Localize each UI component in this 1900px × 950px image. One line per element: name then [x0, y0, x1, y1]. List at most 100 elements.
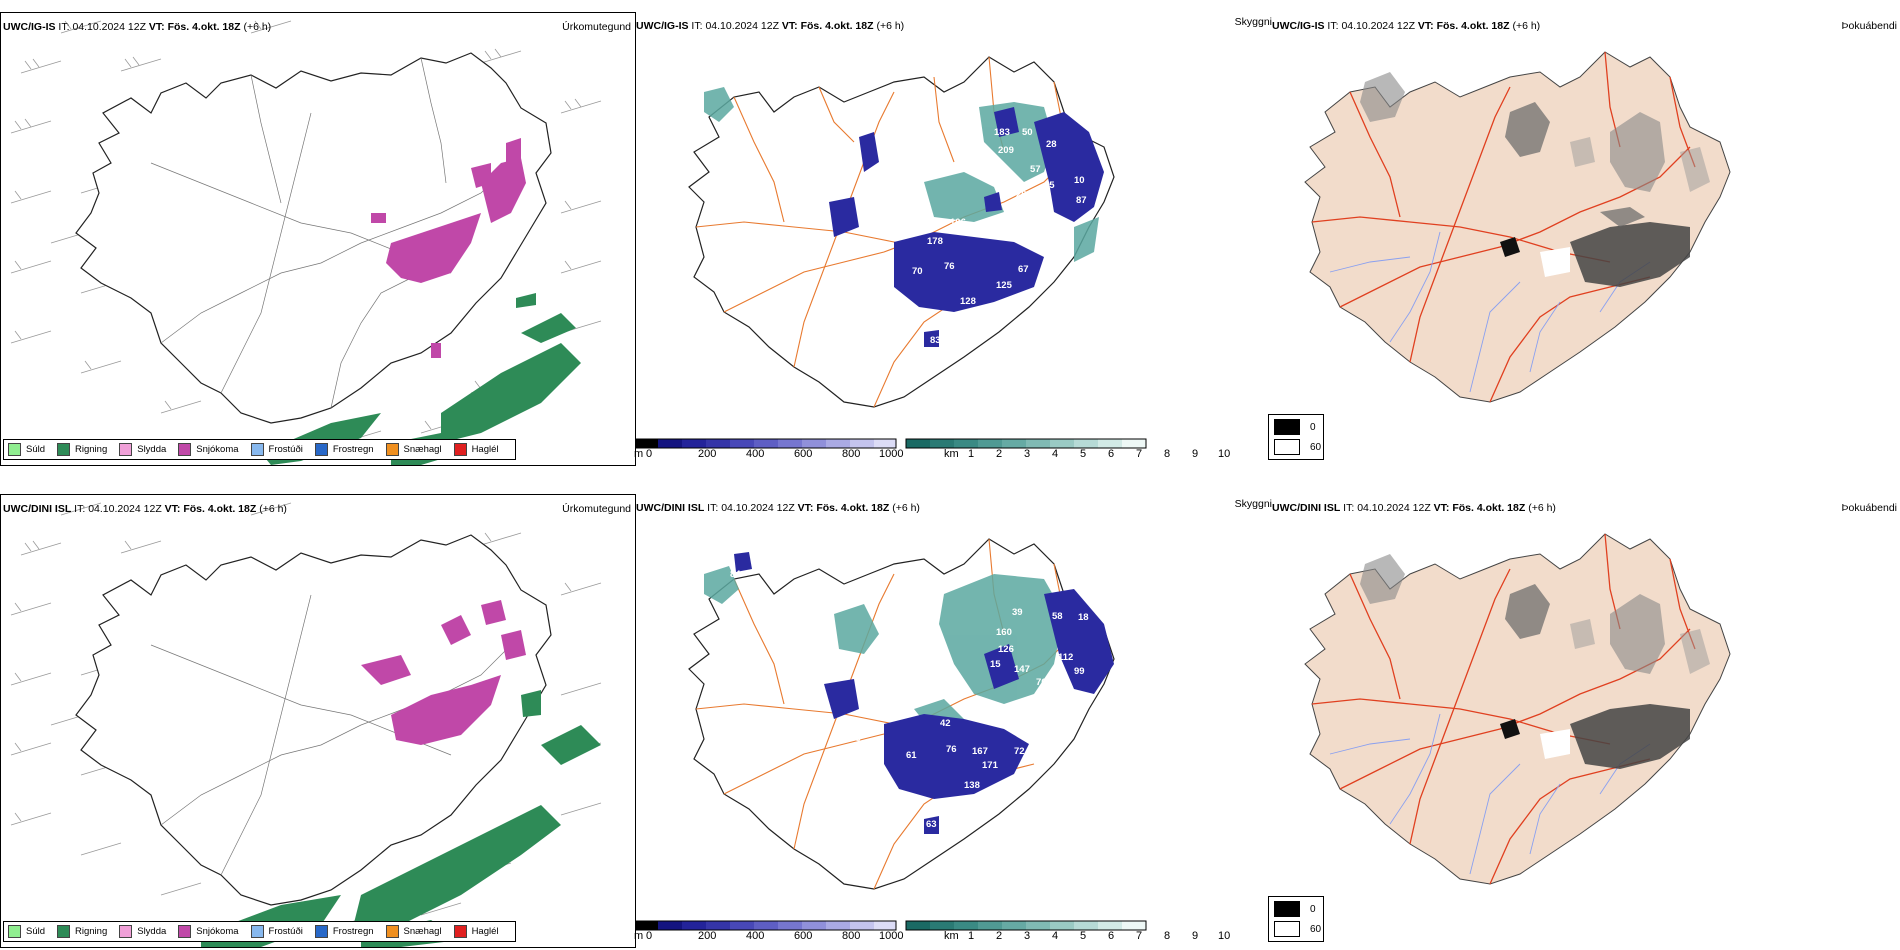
- model-name: UWC/IG-IS: [636, 20, 689, 32]
- lead-time: (+6 h): [259, 503, 287, 515]
- vis-label: 25: [896, 179, 907, 190]
- km-tick: 3: [1024, 930, 1031, 942]
- vis-label: 112: [1058, 652, 1074, 663]
- valid-time: Fös. 4.okt. 18Z: [167, 21, 241, 33]
- km-tick: 2: [996, 448, 1003, 460]
- run-label: IT:: [691, 20, 703, 32]
- model-name: UWC/IG-IS: [1272, 20, 1325, 32]
- visibility-map-2[interactable]: UWC/DINI ISL IT: 04.10.2024 12Z VT: Fös.…: [634, 494, 1274, 946]
- precip-type-map-2[interactable]: UWC/DINI ISL IT: 04.10.2024 12Z VT: Fös.…: [0, 494, 636, 948]
- km-tick: 9: [1192, 448, 1199, 460]
- height-tick: 200: [698, 930, 717, 942]
- height-tick: 0: [646, 448, 653, 460]
- vis-label: 132: [1092, 594, 1108, 605]
- panel-title-fog: Þokuábendi: [1841, 20, 1897, 32]
- valid-label: VT:: [164, 503, 181, 515]
- vis-label: 57: [1030, 164, 1041, 175]
- vis-label: 147: [1014, 664, 1030, 675]
- valid-label: VT:: [781, 20, 798, 32]
- run-time: 04.10.2024 12Z: [1357, 502, 1431, 514]
- height-tick: 0: [646, 930, 653, 942]
- lead-time: (+6 h): [892, 502, 920, 514]
- legend-swatch: [57, 443, 71, 456]
- cloud-legend-swatch: [1274, 901, 1300, 917]
- cloud-cover-legend: 0 60: [1268, 896, 1324, 942]
- colorbar-ticks: m 0 200 400 600 800 1000 km 1 2 3 4 5 6 …: [634, 448, 1274, 462]
- precip-map-drawing: [10, 20, 602, 465]
- panel-header: UWC/IG-IS IT: 04.10.2024 12Z VT: Fös. 4.…: [636, 20, 904, 32]
- vis-label: 39: [1012, 607, 1023, 618]
- legend-swatch: [385, 443, 399, 456]
- panel-header: UWC/DINI ISL IT: 04.10.2024 12Z VT: Fös.…: [1272, 502, 1556, 514]
- panel-header: UWC/IG-IS IT: 04.10.2024 12Z VT: Fös. 4.…: [1272, 20, 1540, 32]
- cloud-legend-label: 0: [1310, 903, 1316, 915]
- legend-label: Slydda: [137, 444, 167, 455]
- km-tick: 10: [1218, 448, 1231, 460]
- legend-label: Rigning: [75, 926, 108, 937]
- model-name: UWC/IG-IS: [3, 21, 56, 33]
- km-tick: 10: [1218, 930, 1231, 942]
- vis-label: 70: [912, 266, 923, 277]
- colorbar-height: [635, 920, 1147, 931]
- cloud-cover-legend: 0 60: [1268, 414, 1324, 460]
- vis-label: 94: [848, 248, 859, 259]
- iceland-outline: [688, 56, 1115, 408]
- km-tick: 7: [1136, 930, 1143, 942]
- height-tick: 1000: [879, 448, 904, 460]
- legend-swatch: [119, 925, 133, 938]
- valid-time: Fös. 4.okt. 18Z: [1452, 502, 1526, 514]
- cloud-legend-swatch: [1274, 921, 1300, 937]
- colorbar-height: [635, 438, 1147, 449]
- legend-item: Rigning: [57, 925, 107, 938]
- fog-map-drawing: [1304, 533, 1731, 885]
- run-label: IT:: [74, 503, 86, 515]
- lead-time: (+6 h): [1512, 20, 1541, 32]
- colorbar-ticks: m 0 200 400 600 800 1000 km 1 2 3 4 5 6 …: [634, 930, 1274, 944]
- valid-time: Fös. 4.okt. 18Z: [1436, 20, 1510, 32]
- visibility-map-drawing: [635, 56, 1147, 449]
- visibility-map-1[interactable]: UWC/IG-IS IT: 04.10.2024 12Z VT: Fös. 4.…: [634, 12, 1274, 464]
- cloud-legend-swatch: [1274, 439, 1300, 455]
- legend-swatch: [453, 925, 467, 938]
- panel-header: UWC/DINI ISL IT: 04.10.2024 12Z VT: Fös.…: [3, 503, 287, 515]
- panel-header: UWC/DINI ISL IT: 04.10.2024 12Z VT: Fös.…: [636, 502, 920, 514]
- legend-item: Frostúði: [250, 925, 303, 938]
- vis-label: 72: [1014, 746, 1025, 757]
- visibility-map-drawing: [635, 538, 1147, 931]
- legend-label: Súld: [26, 444, 46, 455]
- legend-label: Súld: [26, 926, 46, 937]
- fog-map-drawing: [1304, 51, 1731, 403]
- snow-areas: [371, 138, 526, 358]
- legend-label: Snæhagl: [403, 926, 442, 937]
- height-unit: m: [634, 448, 644, 460]
- vis-label: 98: [978, 698, 989, 709]
- km-tick: 9: [1192, 930, 1199, 942]
- vis-label: 20: [1004, 170, 1015, 181]
- run-time: 04.10.2024 12Z: [705, 20, 779, 32]
- precip-type-map-1[interactable]: UWC/IG-IS IT: 04.10.2024 12Z VT: Fös. 4.…: [0, 12, 636, 466]
- km-tick: 1: [968, 930, 975, 942]
- cloud-legend-row: 0: [1274, 419, 1316, 435]
- vis-label: 10: [1074, 175, 1085, 186]
- legend-item: Frostúði: [250, 443, 303, 456]
- km-tick: 8: [1164, 930, 1171, 942]
- legend-item: Slydda: [119, 443, 166, 456]
- legend-swatch: [119, 443, 133, 456]
- panel-title-visibility: Skyggni: [1234, 498, 1272, 510]
- valid-time: Fös. 4.okt. 18Z: [800, 20, 874, 32]
- legend-item: Súld: [8, 925, 45, 938]
- vis-label: 76: [946, 744, 957, 755]
- valid-label: VT:: [1433, 502, 1450, 514]
- vis-label: 58: [1052, 611, 1063, 622]
- panel-title-fog: Þokuábendi: [1841, 502, 1897, 514]
- vis-label: 183: [994, 127, 1010, 138]
- legend-label: Frostregn: [332, 926, 374, 937]
- legend-label: Snjókoma: [196, 444, 239, 455]
- fog-index-map-2[interactable]: UWC/DINI ISL IT: 04.10.2024 12Z VT: Fös.…: [1270, 494, 1900, 946]
- vis-label: 50: [1022, 127, 1033, 138]
- vis-label: 61: [906, 750, 917, 761]
- precip-legend: Súld Rigning Slydda Snjókoma Frostúði Fr…: [3, 439, 516, 460]
- km-tick: 2: [996, 930, 1003, 942]
- vis-label: 178: [927, 236, 943, 247]
- fog-index-map-1[interactable]: UWC/IG-IS IT: 04.10.2024 12Z VT: Fös. 4.…: [1270, 12, 1900, 464]
